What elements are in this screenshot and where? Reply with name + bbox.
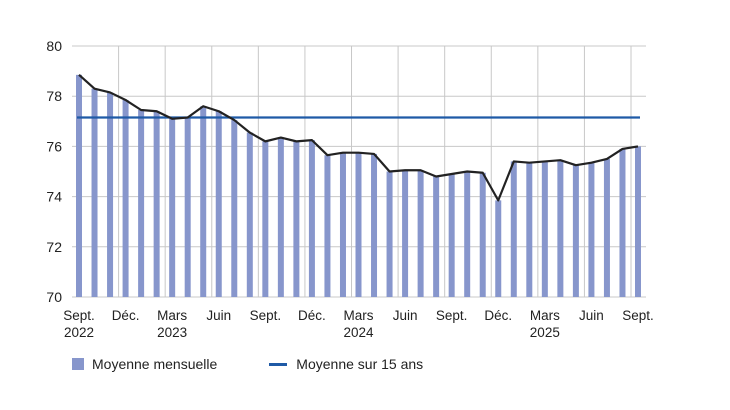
- x-tick-year-label: 2023: [157, 325, 187, 340]
- bar: [215, 111, 222, 297]
- x-tick-label: Sept.: [63, 308, 95, 323]
- bar: [433, 176, 440, 297]
- bar: [355, 152, 362, 297]
- bar: [153, 111, 160, 297]
- x-tick-label: Mars: [157, 308, 187, 323]
- bar: [526, 162, 533, 297]
- y-tick-label: 76: [46, 138, 62, 154]
- bar: [308, 140, 315, 297]
- x-tick-label: Sept.: [622, 308, 654, 323]
- bar: [91, 88, 98, 297]
- x-tick-label: Sept.: [436, 308, 468, 323]
- legend-bar-swatch: [72, 358, 84, 370]
- bar: [572, 165, 579, 297]
- x-tick-label: Déc.: [484, 308, 512, 323]
- bar: [557, 160, 564, 297]
- x-tick-year-label: 2024: [343, 325, 374, 340]
- x-tick-label: Déc.: [298, 308, 326, 323]
- bar: [371, 153, 378, 297]
- bar: [200, 106, 207, 298]
- legend: Moyenne mensuelle Moyenne sur 15 ans: [72, 356, 423, 372]
- bar: [339, 152, 346, 297]
- x-tick-label: Sept.: [250, 308, 282, 323]
- legend-line-swatch: [269, 362, 288, 366]
- bar: [603, 158, 610, 297]
- bar: [293, 141, 300, 297]
- bar: [417, 170, 424, 297]
- x-tick-label: Juin: [393, 308, 418, 323]
- x-tick-label: Mars: [530, 308, 560, 323]
- bar: [169, 118, 176, 297]
- bar: [138, 110, 145, 297]
- bar: [76, 74, 82, 298]
- y-tick-label: 78: [46, 88, 62, 104]
- y-tick-label: 72: [46, 239, 62, 255]
- bar: [588, 162, 595, 297]
- x-tick-label: Juin: [579, 308, 604, 323]
- y-tick-label: 70: [46, 289, 62, 305]
- bar: [464, 171, 471, 297]
- bar: [262, 141, 269, 297]
- y-tick-label: 74: [46, 189, 62, 205]
- bar: [479, 172, 486, 297]
- bar: [402, 170, 409, 297]
- monthly-line: [78, 74, 639, 202]
- x-tick-label: Déc.: [112, 308, 140, 323]
- bar: [510, 161, 517, 297]
- x-tick-label: Juin: [206, 308, 231, 323]
- bar: [495, 200, 502, 297]
- bar: [184, 117, 191, 297]
- x-tick-year-label: 2022: [64, 325, 94, 340]
- y-tick-label: 80: [46, 38, 62, 54]
- bar: [635, 146, 641, 297]
- bar: [107, 92, 114, 297]
- bar: [448, 174, 455, 297]
- x-tick-year-label: 2025: [530, 325, 560, 340]
- bar: [324, 155, 331, 297]
- legend-line-label: Moyenne sur 15 ans: [296, 356, 424, 372]
- bar: [246, 132, 253, 297]
- x-tick-label: Mars: [344, 308, 374, 323]
- bar: [386, 171, 393, 297]
- bar: [619, 148, 626, 297]
- legend-bar-label: Moyenne mensuelle: [92, 356, 218, 372]
- bar: [122, 99, 129, 297]
- bar: [541, 161, 548, 297]
- bar: [231, 120, 238, 297]
- bar: [277, 137, 284, 297]
